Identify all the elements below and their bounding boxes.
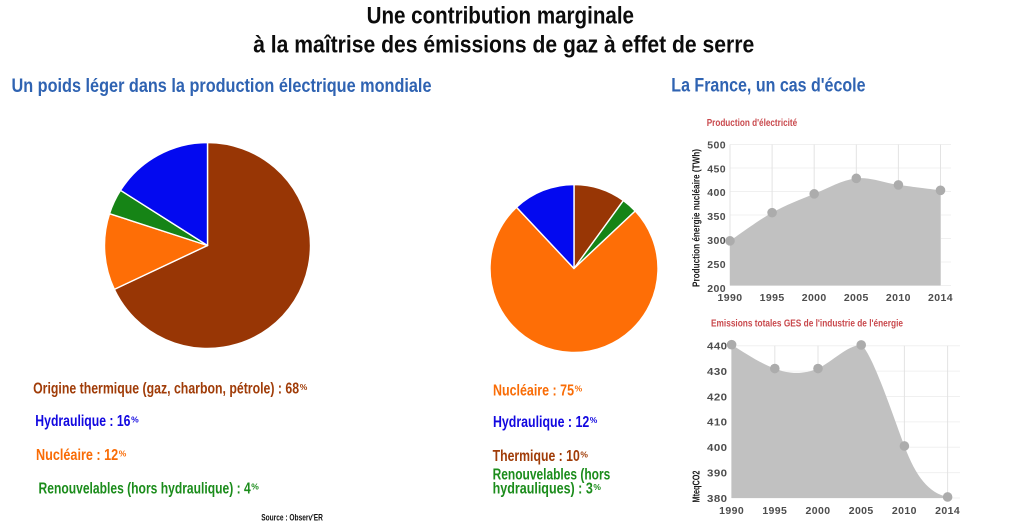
svg-text:2014: 2014 xyxy=(935,505,960,517)
svg-text:500: 500 xyxy=(707,139,726,151)
svg-text:380: 380 xyxy=(707,493,728,505)
svg-text:Thermique : 10: Thermique : 10 xyxy=(493,448,580,465)
svg-text:hydrauliques) : 3: hydrauliques) : 3 xyxy=(493,481,593,498)
svg-text:1990: 1990 xyxy=(719,505,744,517)
svg-text:%: % xyxy=(300,382,308,392)
svg-text:%: % xyxy=(580,450,588,460)
svg-text:440: 440 xyxy=(707,341,728,353)
svg-text:430: 430 xyxy=(707,366,728,378)
svg-text:2010: 2010 xyxy=(892,505,917,517)
svg-text:Emissions totales GES de l'ind: Emissions totales GES de l'industrie de … xyxy=(711,319,903,330)
svg-text:Une contribution marginale: Une contribution marginale xyxy=(367,3,634,30)
svg-text:Production énergie nucléaire (: Production énergie nucléaire (TWh) xyxy=(692,149,703,287)
svg-text:2005: 2005 xyxy=(849,505,874,517)
svg-text:MteqCO2: MteqCO2 xyxy=(692,470,703,502)
svg-text:Nucléaire : 12: Nucléaire : 12 xyxy=(36,447,118,464)
svg-text:%: % xyxy=(131,415,139,425)
svg-text:410: 410 xyxy=(707,417,728,429)
svg-text:2010: 2010 xyxy=(886,292,911,304)
svg-text:400: 400 xyxy=(707,442,728,454)
svg-text:2005: 2005 xyxy=(844,292,869,304)
svg-text:1995: 1995 xyxy=(760,292,785,304)
svg-text:Origine thermique (gaz, charbo: Origine thermique (gaz, charbon, pétrole… xyxy=(33,381,299,398)
svg-text:%: % xyxy=(251,482,259,492)
svg-text:450: 450 xyxy=(707,163,726,175)
svg-text:2000: 2000 xyxy=(806,505,831,517)
svg-text:Nucléaire : 75: Nucléaire : 75 xyxy=(493,382,574,399)
svg-text:1995: 1995 xyxy=(762,505,787,517)
svg-text:350: 350 xyxy=(707,211,726,223)
svg-text:Hydraulique : 12: Hydraulique : 12 xyxy=(493,414,589,431)
svg-text:300: 300 xyxy=(707,235,726,247)
svg-text:Renouvelables (hors: Renouvelables (hors xyxy=(493,467,611,484)
svg-text:%: % xyxy=(119,448,127,458)
svg-text:Renouvelables (hors hydrauliqu: Renouvelables (hors hydraulique) : 4 xyxy=(39,480,251,497)
svg-text:%: % xyxy=(593,482,601,492)
svg-text:400: 400 xyxy=(707,187,726,199)
svg-text:2014: 2014 xyxy=(928,292,953,304)
svg-text:390: 390 xyxy=(707,467,728,479)
svg-text:Un poids léger dans la product: Un poids léger dans la production électr… xyxy=(12,75,432,97)
svg-text:à la maîtrise des émissions de: à la maîtrise des émissions de gaz à eff… xyxy=(253,31,754,58)
svg-text:2000: 2000 xyxy=(802,292,827,304)
svg-text:%: % xyxy=(590,415,598,425)
svg-text:200: 200 xyxy=(707,283,726,295)
svg-text:420: 420 xyxy=(707,391,728,403)
svg-text:%: % xyxy=(575,384,583,394)
svg-text:Production d'électricité: Production d'électricité xyxy=(707,118,798,129)
svg-text:Source : Observ'ER: Source : Observ'ER xyxy=(261,512,323,522)
svg-text:Hydraulique : 16: Hydraulique : 16 xyxy=(35,413,130,430)
svg-text:1990: 1990 xyxy=(718,292,743,304)
svg-text:La France, un cas d'école: La France, un cas d'école xyxy=(671,75,865,97)
svg-text:250: 250 xyxy=(707,259,726,271)
